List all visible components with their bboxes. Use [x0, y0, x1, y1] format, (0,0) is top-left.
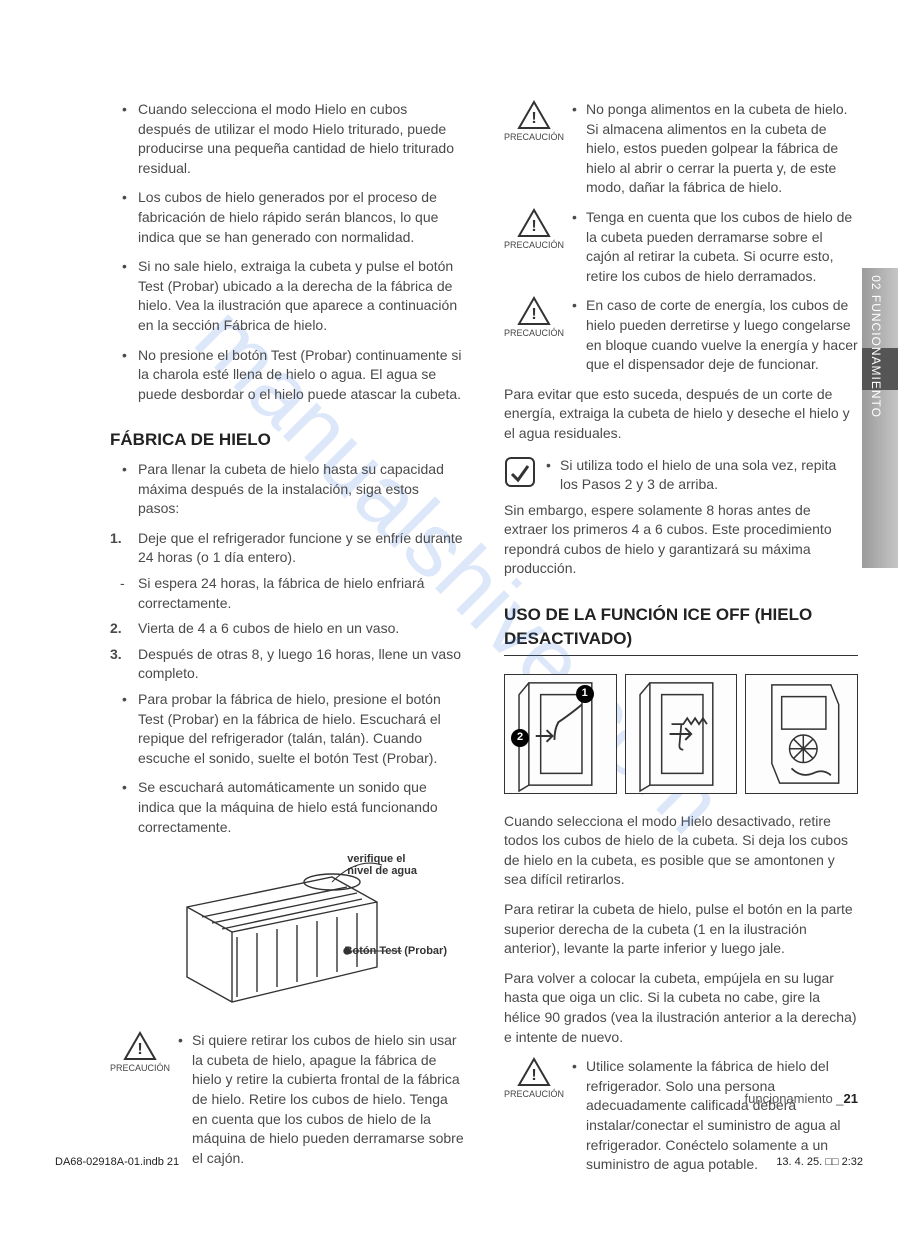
- paragraph: Cuando selecciona el modo Hielo desactiv…: [504, 812, 858, 890]
- print-timestamp: 13. 4. 25. □□ 2:32: [776, 1155, 863, 1170]
- illustration-2: [625, 674, 738, 794]
- note-block: Si utiliza todo el hielo de una sola vez…: [504, 456, 858, 495]
- caution-bullet: No ponga alimentos en la cubeta de hielo…: [586, 100, 858, 198]
- step-number: 2.: [110, 619, 122, 639]
- svg-text:!: !: [531, 218, 536, 235]
- print-marks: DA68-02918A-01.indb 21 13. 4. 25. □□ 2:3…: [55, 1155, 863, 1170]
- caution-label: PRECAUCIÓN: [504, 132, 564, 142]
- step-text: Deje que el refrigerador funcione y se e…: [138, 530, 463, 566]
- step-number: 3.: [110, 645, 122, 665]
- figure-label-testbutton: Botón Test (Probar): [345, 945, 447, 957]
- caution-bullet: Si quiere retirar los cubos de hielo sin…: [192, 1031, 464, 1168]
- caution-icon: ! PRECAUCIÓN: [504, 296, 564, 374]
- note-icon: [504, 456, 536, 495]
- step-1: 1. Deje que el refrigerador funcione y s…: [110, 529, 464, 568]
- step-3: 3. Después de otras 8, y luego 16 horas,…: [110, 645, 464, 684]
- step-text: Después de otras 8, y luego 16 horas, ll…: [138, 646, 461, 682]
- bullet-item: Para probar la fábrica de hielo, presion…: [138, 690, 464, 768]
- caution-label: PRECAUCIÓN: [504, 1089, 564, 1099]
- bullet-item: Los cubos de hielo generados por el proc…: [138, 188, 464, 247]
- mid-bullets: Para probar la fábrica de hielo, presion…: [110, 690, 464, 837]
- step-note: Si espera 24 horas, la fábrica de hielo …: [110, 574, 464, 613]
- step-marker-2: 2: [511, 729, 529, 747]
- svg-text:!: !: [531, 306, 536, 323]
- section-side-tab: 02 FUNCIONAMIENTO: [862, 268, 898, 568]
- paragraph: Para retirar la cubeta de hielo, pulse e…: [504, 900, 858, 959]
- paragraph: Sin embargo, espere solamente 8 horas an…: [504, 501, 858, 579]
- right-column: ! PRECAUCIÓN No ponga alimentos en la cu…: [496, 100, 858, 1185]
- paragraph: Para evitar que esto suceda, después de …: [504, 385, 858, 444]
- bullet-item: Se escuchará automáticamente un sonido q…: [138, 778, 464, 837]
- caution-label: PRECAUCIÓN: [504, 328, 564, 338]
- caution-icon: ! PRECAUCIÓN: [504, 100, 564, 198]
- caution-label: PRECAUCIÓN: [110, 1063, 170, 1073]
- page-footer: funcionamiento _21: [745, 1090, 858, 1108]
- caution-text: Si quiere retirar los cubos de hielo sin…: [178, 1031, 464, 1168]
- bullet-item: No presione el botón Test (Probar) conti…: [138, 346, 464, 405]
- section-intro: Para llenar la cubeta de hielo hasta su …: [110, 460, 464, 519]
- caution-bullet: Tenga en cuenta que los cubos de hielo d…: [586, 208, 858, 286]
- caution-block-1: ! PRECAUCIÓN Si quiere retirar los cubos…: [110, 1031, 464, 1168]
- note-bullet: Si utiliza todo el hielo de una sola vez…: [560, 456, 858, 495]
- caution-block-r2: ! PRECAUCIÓN Tenga en cuenta que los cub…: [504, 208, 858, 286]
- page-number: 21: [844, 1091, 858, 1106]
- step-marker-1: 1: [576, 685, 594, 703]
- step-text: Vierta de 4 a 6 cubos de hielo en un vas…: [138, 620, 399, 636]
- bullet-item: Para llenar la cubeta de hielo hasta su …: [138, 460, 464, 519]
- side-tab-label: 02 FUNCIONAMIENTO: [867, 275, 884, 418]
- step-number: 1.: [110, 529, 122, 549]
- caution-block-r1: ! PRECAUCIÓN No ponga alimentos en la cu…: [504, 100, 858, 198]
- caution-bullet: En caso de corte de energía, los cubos d…: [586, 296, 858, 374]
- svg-text:!: !: [531, 110, 536, 127]
- paragraph: Para volver a colocar la cubeta, empújel…: [504, 969, 858, 1047]
- svg-text:!: !: [137, 1041, 142, 1058]
- section-title-iceoff: USO DE LA FUNCIÓN ICE OFF (HIELO DESACTI…: [504, 603, 858, 656]
- left-column: Cuando selecciona el modo Hielo en cubos…: [110, 100, 472, 1185]
- footer-label: funcionamiento _: [745, 1091, 844, 1106]
- step-2: 2. Vierta de 4 a 6 cubos de hielo en un …: [110, 619, 464, 639]
- illustration-1: 1 2: [504, 674, 617, 794]
- bullet-item: Si no sale hielo, extraiga la cubeta y p…: [138, 257, 464, 335]
- caution-icon: ! PRECAUCIÓN: [110, 1031, 170, 1168]
- print-filename: DA68-02918A-01.indb 21: [55, 1155, 179, 1170]
- caution-block-r3: ! PRECAUCIÓN En caso de corte de energía…: [504, 296, 858, 374]
- figure-label-waterlevel: verifique elnivel de agua: [347, 853, 417, 877]
- illustration-row: 1 2: [504, 674, 858, 794]
- caution-icon: ! PRECAUCIÓN: [504, 208, 564, 286]
- svg-text:!: !: [531, 1067, 536, 1084]
- bullet-item: Cuando selecciona el modo Hielo en cubos…: [138, 100, 464, 178]
- intro-bullets: Cuando selecciona el modo Hielo en cubos…: [110, 100, 464, 404]
- page-content: Cuando selecciona el modo Hielo en cubos…: [0, 0, 918, 1245]
- illustration-3: [745, 674, 858, 794]
- section-title-fabrica: FÁBRICA DE HIELO: [110, 428, 464, 452]
- icemaker-figure: verifique elnivel de agua Botón Test (Pr…: [157, 847, 417, 1017]
- caution-label: PRECAUCIÓN: [504, 240, 564, 250]
